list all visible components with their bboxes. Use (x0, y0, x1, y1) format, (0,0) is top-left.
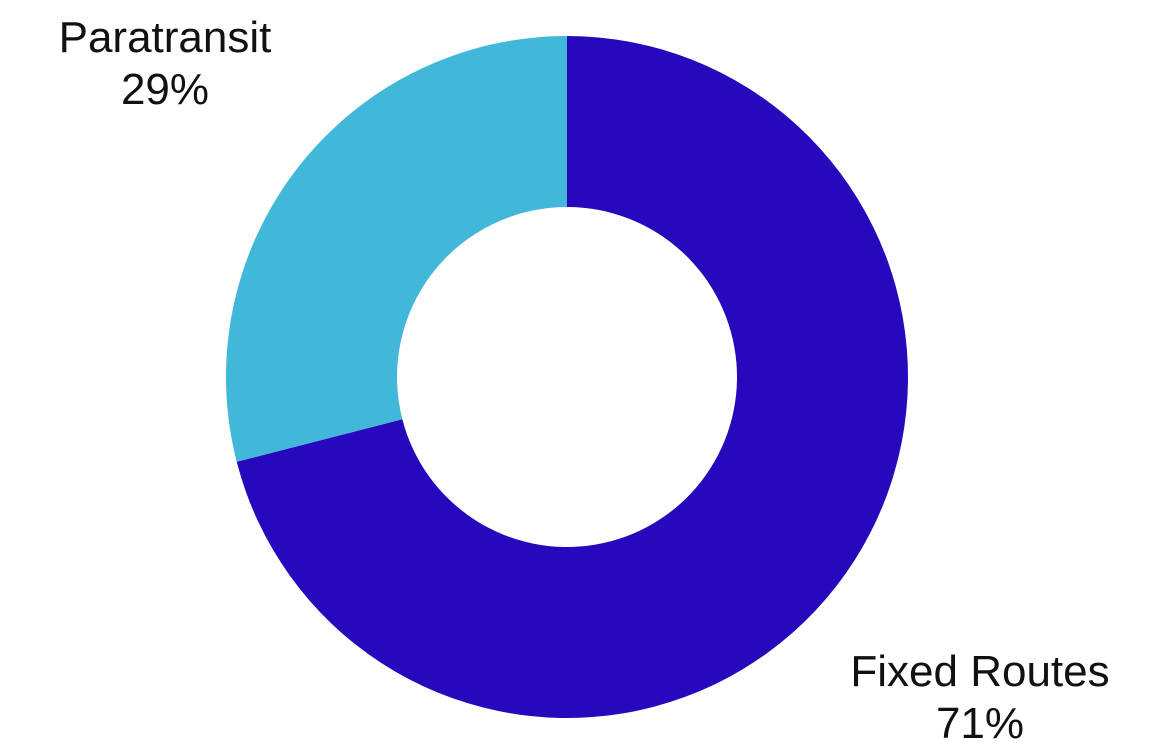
slice-paratransit (225, 36, 567, 462)
slice-label-fixed-routes-value: 71% (935, 699, 1025, 748)
slice-label-paratransit-name: Paratransit (58, 13, 272, 62)
slice-label-fixed-routes: Fixed Routes 71% (800, 646, 1157, 750)
slice-label-fixed-routes-name: Fixed Routes (850, 647, 1110, 696)
slice-label-paratransit: Paratransit 29% (10, 12, 320, 116)
donut-slices (225, 36, 908, 719)
slice-fixed-routes (236, 36, 908, 719)
slice-label-paratransit-value: 29% (120, 65, 210, 114)
